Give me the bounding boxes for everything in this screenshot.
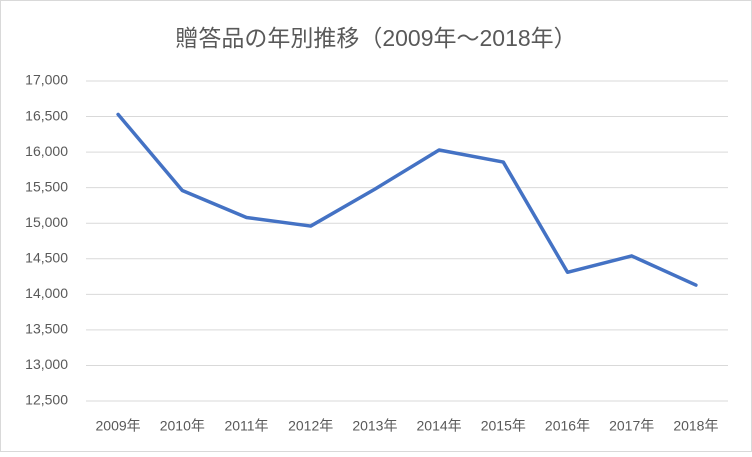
x-tick-label: 2014年 [417, 418, 462, 434]
y-tick-label: 15,500 [25, 178, 68, 194]
x-tick-label: 2013年 [352, 418, 397, 434]
y-tick-label: 13,000 [25, 356, 68, 372]
y-tick-label: 17,000 [25, 72, 68, 88]
y-tick-label: 12,500 [25, 392, 68, 408]
x-tick-label: 2018年 [673, 418, 718, 434]
x-tick-label: 2010年 [160, 418, 205, 434]
chart-title: 贈答品の年別推移（2009年～2018年） [175, 25, 576, 51]
y-tick-label: 16,000 [25, 143, 68, 159]
data-line [116, 112, 698, 287]
y-tick-label: 14,000 [25, 285, 68, 301]
x-tick-label: 2017年 [609, 418, 654, 434]
x-tick-label: 2011年 [224, 418, 268, 434]
y-tick-label: 15,000 [25, 214, 68, 230]
y-tick-label: 14,500 [25, 249, 68, 265]
x-tick-label: 2016年 [545, 418, 590, 434]
x-tick-label: 2012年 [288, 418, 333, 434]
y-tick-label: 13,500 [25, 321, 68, 337]
x-tick-label: 2009年 [96, 418, 141, 434]
y-tick-label: 16,500 [25, 107, 68, 123]
x-tick-label: 2015年 [481, 418, 526, 434]
